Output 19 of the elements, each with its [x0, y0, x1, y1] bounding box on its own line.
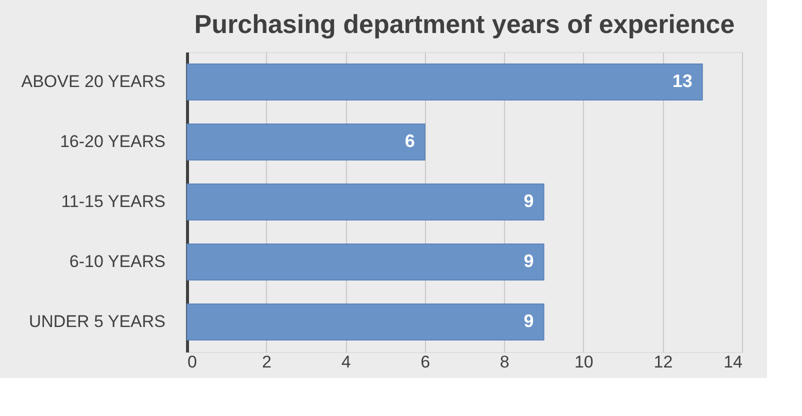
- x-tick-label: 0: [188, 352, 197, 372]
- data-label: 9: [524, 251, 534, 271]
- data-label: 13: [672, 71, 692, 91]
- y-tick-label: UNDER 5 YEARS: [28, 312, 166, 331]
- x-tick-label: 12: [654, 352, 673, 372]
- y-tick-label: 6-10 YEARS: [69, 252, 166, 271]
- x-tick-label: 8: [500, 352, 510, 372]
- x-tick-label: 6: [420, 352, 430, 372]
- data-label: 9: [524, 191, 534, 211]
- x-tick-label: 4: [341, 352, 351, 372]
- y-tick-label: 11-15 YEARS: [61, 192, 166, 211]
- x-tick-label: 2: [262, 352, 272, 372]
- y-tick-label: 16-20 YEARS: [60, 132, 166, 151]
- y-tick-label: ABOVE 20 YEARS: [21, 72, 166, 91]
- chart-title: Purchasing department years of experience: [194, 9, 735, 39]
- data-label: 6: [404, 131, 415, 151]
- x-tick-label: 10: [574, 352, 594, 372]
- x-tick-label: 14: [724, 352, 742, 372]
- data-label: 9: [524, 311, 534, 331]
